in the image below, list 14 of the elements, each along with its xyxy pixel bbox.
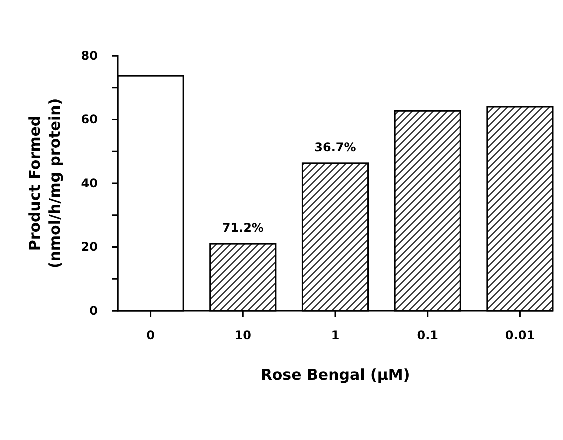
y-axis-title: Product Formed (nmol/h/mg protein) xyxy=(26,98,64,269)
x-tick-label: 10 xyxy=(234,328,252,343)
y-tick-label: 0 xyxy=(90,304,98,318)
x-tick-label: 0 xyxy=(146,328,155,343)
y-tick-label: 60 xyxy=(81,112,98,127)
y-tick-label: 80 xyxy=(81,48,98,63)
y-tick-label: 40 xyxy=(81,176,98,190)
x-axis-title: Rose Bengal (µM) xyxy=(260,366,410,384)
x-tick-label: 0.1 xyxy=(417,328,438,343)
annotation: 71.2% xyxy=(222,221,264,236)
annotation: 36.7% xyxy=(314,140,356,154)
x-tick-label: 1 xyxy=(331,328,340,343)
y-tick-label: 20 xyxy=(81,240,98,254)
x-tick-label: 0.01 xyxy=(505,328,536,343)
